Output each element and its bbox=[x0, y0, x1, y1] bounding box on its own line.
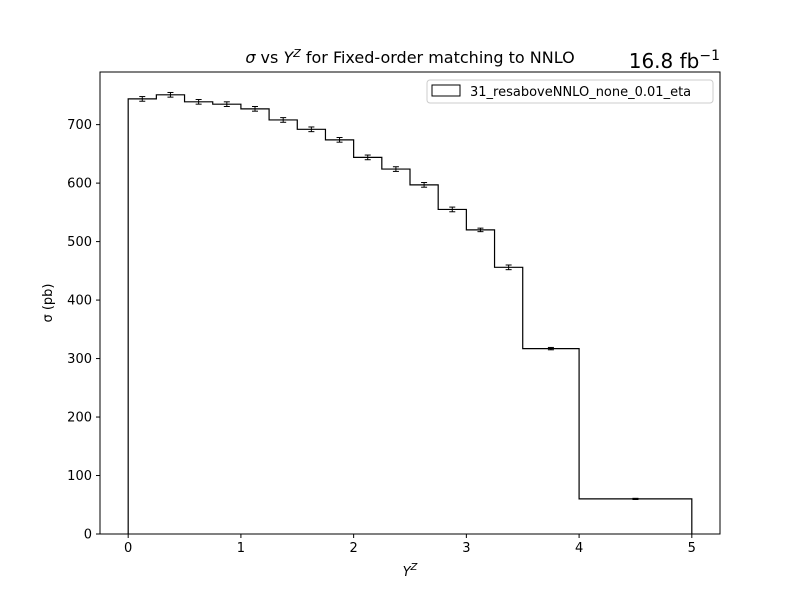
legend-label: 31_resaboveNNLO_none_0.01_eta bbox=[470, 85, 691, 100]
legend-swatch bbox=[431, 84, 461, 97]
error-bar bbox=[195, 98, 202, 105]
error-bar bbox=[336, 136, 343, 143]
legend-frame bbox=[426, 79, 714, 104]
error-bar bbox=[308, 126, 315, 133]
x-tick-label: 0 bbox=[124, 541, 132, 556]
error-bar bbox=[421, 182, 428, 188]
plot-area bbox=[127, 91, 693, 534]
histogram-step-series-0 bbox=[127, 94, 693, 534]
error-bar bbox=[632, 497, 639, 500]
luminosity-value: 16.8 fb bbox=[629, 49, 700, 73]
error-bar bbox=[547, 346, 554, 351]
y-tick-label: 100 bbox=[67, 469, 92, 484]
x-axis-label-sup: Z bbox=[410, 562, 419, 573]
error-bar bbox=[449, 206, 456, 213]
error-bar bbox=[505, 264, 512, 271]
axis-ticks: 0 1 2 3 4 5 0 100 200 300 400 500 600 700 bbox=[67, 118, 696, 556]
luminosity-label: 16.8 fb−1 bbox=[629, 48, 720, 73]
x-tick-label: 4 bbox=[575, 541, 583, 556]
title-vs: vs bbox=[255, 48, 283, 67]
luminosity-sup: −1 bbox=[699, 48, 720, 64]
y-tick-label: 400 bbox=[67, 294, 92, 309]
axes-frame bbox=[99, 71, 721, 535]
y-tick-label: 300 bbox=[67, 352, 92, 367]
y-axis-label: σ (pb) bbox=[41, 283, 56, 322]
title-y: Y bbox=[283, 48, 294, 67]
title-rest: for Fixed-order matching to NNLO bbox=[301, 48, 575, 67]
error-bar bbox=[252, 106, 258, 112]
title-sup: Z bbox=[292, 47, 301, 60]
x-axis-label-main: Y bbox=[403, 565, 412, 580]
x-tick-label: 1 bbox=[237, 541, 245, 556]
x-tick-label: 3 bbox=[462, 541, 470, 556]
y-tick-label: 600 bbox=[67, 177, 92, 192]
error-bar bbox=[477, 227, 484, 233]
error-bar bbox=[139, 96, 146, 102]
x-tick-label: 5 bbox=[688, 541, 696, 556]
y-tick-label: 500 bbox=[67, 235, 92, 250]
error-bar bbox=[392, 166, 399, 172]
x-axis-label: YZ bbox=[403, 562, 419, 580]
y-tick-label: 700 bbox=[67, 118, 92, 133]
error-bar bbox=[223, 101, 230, 108]
chart-title: σ vs YZ for Fixed-order matching to NNLO bbox=[245, 47, 574, 67]
error-bar bbox=[167, 91, 174, 98]
y-tick-label: 200 bbox=[67, 411, 92, 426]
error-bar bbox=[364, 154, 371, 161]
x-tick-label: 2 bbox=[349, 541, 357, 556]
y-tick-label: 0 bbox=[84, 528, 92, 543]
title-sigma: σ bbox=[245, 48, 256, 67]
error-bar bbox=[280, 117, 287, 123]
legend: 31_resaboveNNLO_none_0.01_eta bbox=[426, 79, 714, 104]
